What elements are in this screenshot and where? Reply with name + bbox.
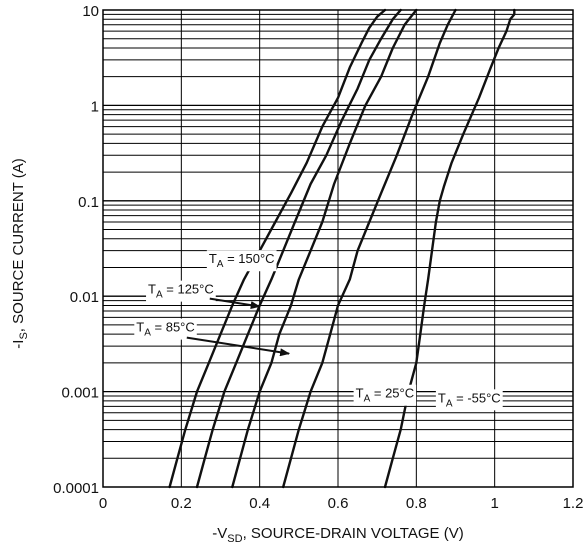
label-ta-25: TA = 25°C	[356, 386, 415, 405]
arrow-125	[209, 297, 261, 310]
annotation-150: TA = 150°C	[206, 250, 277, 272]
series-line-0	[168, 8, 387, 489]
label-ta-minus55: TA = -55°C	[438, 390, 501, 409]
label-ta-125: TA = 125°C	[148, 282, 214, 301]
series-line-3	[282, 8, 457, 489]
label-ta-85: TA = 85°C	[136, 320, 195, 339]
y-tick-label: 0.001	[61, 385, 99, 402]
annotation-25: TA = 25°C	[353, 384, 417, 406]
label-ta-150: TA = 150°C	[209, 251, 275, 270]
x-tick-label: 0.2	[171, 495, 192, 512]
y-tick-labels: 0.0001 0.001 0.01 0.1 1 10	[53, 3, 99, 497]
x-tick-label: 0.6	[328, 495, 349, 512]
x-tick-labels: 0 0.2 0.4 0.6 0.8 1 1.2	[99, 495, 584, 512]
series-layer	[168, 8, 516, 489]
y-axis-label: -IS, SOURCE CURRENT (A)	[10, 158, 30, 348]
annotation-85: TA = 85°C	[134, 318, 197, 340]
plot-area-frame	[102, 9, 574, 488]
series-line-1	[195, 8, 402, 489]
arrow-85	[186, 336, 291, 357]
y-tick-label: 1	[91, 98, 99, 115]
y-tick-label: 10	[82, 3, 99, 20]
x-tick-label: 1	[490, 495, 498, 512]
annotation-125: TA = 125°C	[146, 280, 216, 302]
x-axis-label: -VSD, SOURCE-DRAIN VOLTAGE (V)	[212, 525, 463, 545]
x-tick-label: 0	[99, 495, 107, 512]
y-tick-label: 0.01	[70, 289, 99, 306]
series-line-4	[383, 8, 516, 489]
annotation-minus55: TA = -55°C	[435, 389, 503, 411]
temperature-annotations: TA = 150°C TA = 125°C TA = 85°C TA = 25°…	[134, 250, 503, 411]
grid	[103, 10, 573, 487]
x-tick-label: 1.2	[563, 495, 584, 512]
y-tick-label: 0.0001	[53, 480, 99, 497]
x-tick-label: 0.4	[249, 495, 270, 512]
y-tick-label: 0.1	[78, 194, 99, 211]
x-tick-label: 0.8	[406, 495, 427, 512]
series-line-2	[231, 8, 418, 489]
